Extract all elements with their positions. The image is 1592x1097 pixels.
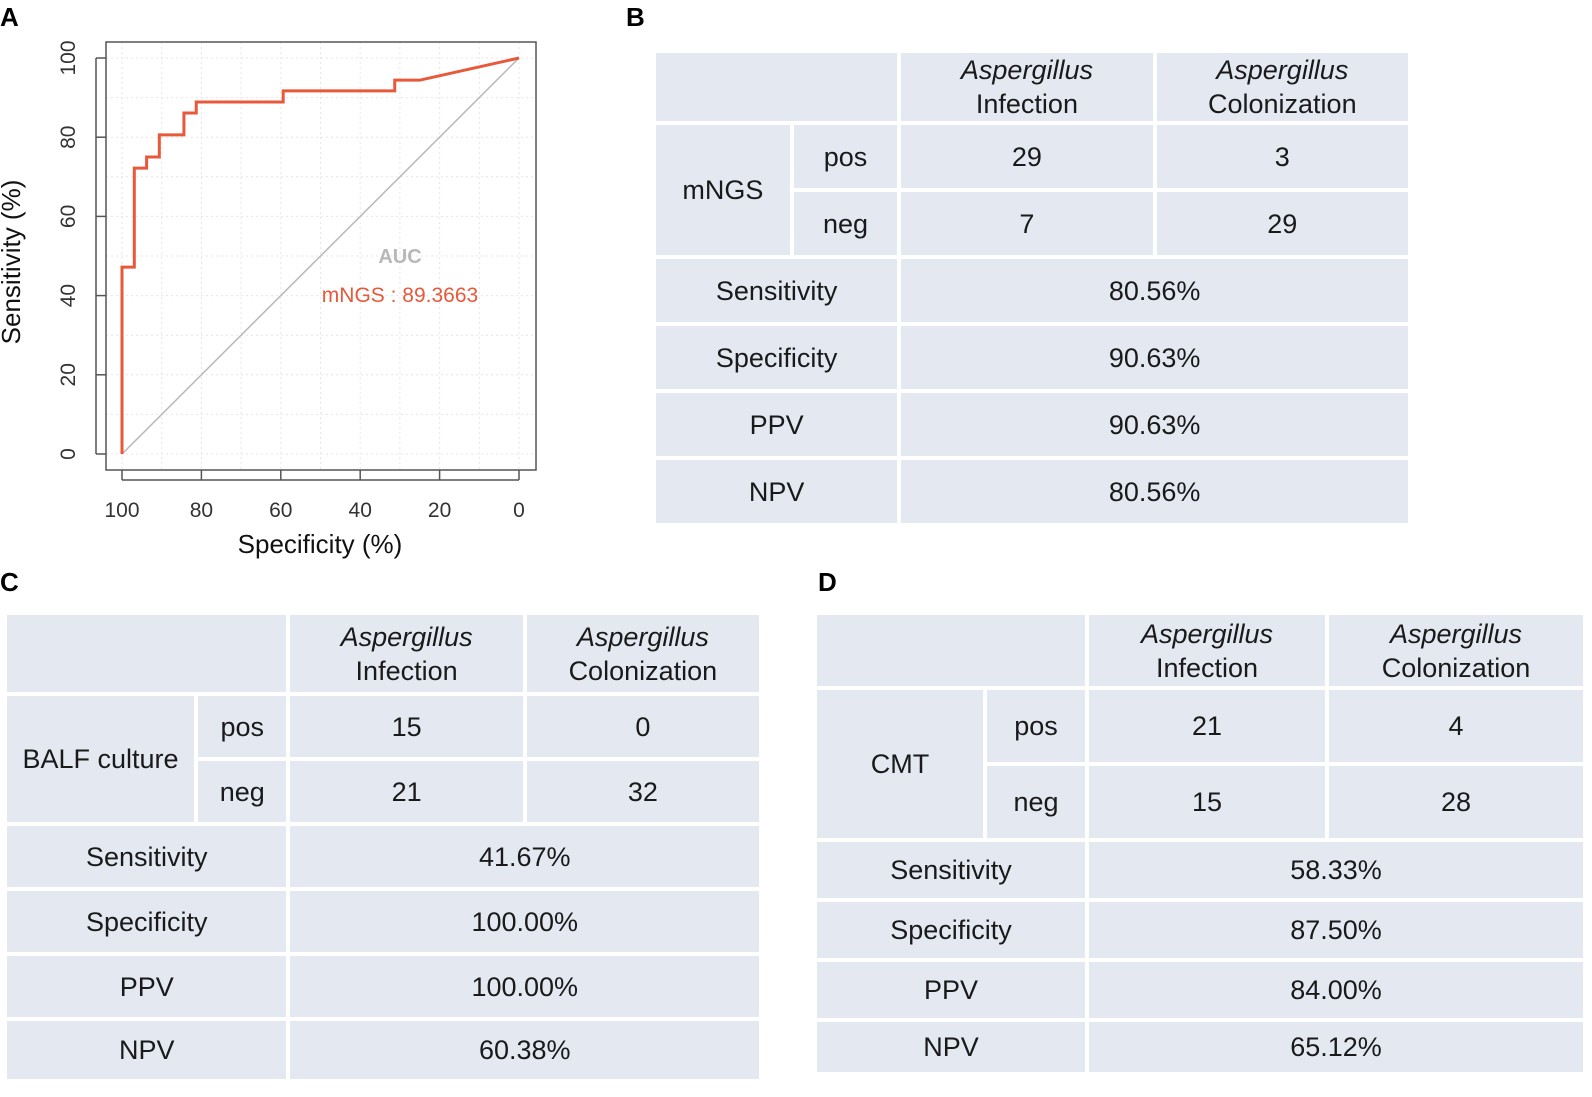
pos-label: pos	[198, 696, 287, 757]
plot-frame	[105, 41, 537, 471]
corner-cell	[817, 615, 1085, 686]
metric-label: Sensitivity	[656, 259, 898, 322]
metric-value: 80.56%	[901, 259, 1408, 322]
metric-value: 90.63%	[901, 393, 1408, 456]
table-cell: 4	[1329, 690, 1583, 762]
x-tick-label: 0	[513, 499, 525, 522]
col-header-colonization: Aspergillus Colonization	[526, 615, 759, 692]
col-header-infection: Aspergillus Infection	[901, 53, 1153, 121]
metric-value: 100.00%	[290, 891, 759, 952]
corner-cell	[7, 615, 287, 692]
metric-label: Specificity	[817, 902, 1085, 958]
table-cell: 3	[1156, 125, 1408, 188]
table-cell: 29	[901, 125, 1153, 188]
metric-label: Specificity	[656, 326, 898, 389]
y-tick-label: 100	[57, 40, 80, 75]
roc-chart: 100 80 60 40 20 0 0 20 40 60 80 100 Specificity (%…	[0, 40, 537, 559]
neg-label: neg	[793, 192, 898, 255]
neg-label: neg	[987, 766, 1085, 838]
metric-value: 90.63%	[901, 326, 1408, 389]
metric-label: NPV	[817, 1022, 1085, 1072]
y-axis: 0 20 40 60 80 100	[57, 40, 106, 460]
pos-label: pos	[793, 125, 898, 188]
table-cell: 0	[526, 696, 759, 757]
metric-label: PPV	[656, 393, 898, 456]
auc-value-label: mNGS : 89.3663	[322, 284, 478, 307]
y-tick-label: 60	[57, 205, 80, 228]
table-cell: 29	[1156, 192, 1408, 255]
corner-cell	[656, 53, 898, 121]
col-header-colonization: Aspergillus Colonization	[1329, 615, 1583, 686]
x-axis: 100 80 60 40 20 0	[104, 470, 525, 522]
test-name-cell: BALF culture	[7, 696, 194, 822]
metric-label: Specificity	[7, 891, 287, 952]
x-tick-label: 40	[349, 499, 372, 522]
test-name-cell: CMT	[817, 690, 983, 838]
x-tick-label: 100	[104, 499, 139, 522]
chart-grid	[106, 42, 536, 470]
table-cell: 28	[1329, 766, 1583, 838]
metric-label: Sensitivity	[7, 826, 287, 887]
x-axis-label: Specificity (%)	[238, 529, 403, 559]
table-cell: 7	[901, 192, 1153, 255]
neg-label: neg	[198, 761, 287, 822]
metric-value: 65.12%	[1089, 1022, 1583, 1072]
metric-label: NPV	[7, 1021, 287, 1079]
reference-diagonal	[121, 57, 520, 455]
metric-value: 41.67%	[290, 826, 759, 887]
metric-label: NPV	[656, 460, 898, 523]
confusion-table-balf-culture: Aspergillus Infection Aspergillus Coloniza…	[3, 611, 763, 1083]
metric-value: 87.50%	[1089, 902, 1583, 958]
confusion-table-mngs: Aspergillus Infection Aspergillus Coloniza…	[652, 49, 1412, 527]
table-cell: 21	[290, 761, 523, 822]
x-tick-label: 20	[428, 499, 451, 522]
y-tick-label: 40	[57, 284, 80, 307]
metric-value: 84.00%	[1089, 962, 1583, 1018]
panel-label-c: C	[0, 567, 19, 597]
x-tick-label: 60	[269, 499, 292, 522]
y-tick-label: 80	[57, 126, 80, 149]
confusion-table-cmt: Aspergillus Infection Aspergillus Coloniza…	[813, 611, 1587, 1076]
col-header-infection: Aspergillus Infection	[1089, 615, 1325, 686]
table-cell: 32	[526, 761, 759, 822]
test-name-cell: mNGS	[656, 125, 790, 255]
table-cell: 15	[1089, 766, 1325, 838]
metric-label: PPV	[7, 956, 287, 1017]
metric-value: 58.33%	[1089, 842, 1583, 898]
metric-label: Sensitivity	[817, 842, 1085, 898]
roc-curve-mngs	[120, 56, 520, 454]
panel-label-b: B	[626, 2, 645, 32]
pos-label: pos	[987, 690, 1085, 762]
table-cell: 15	[290, 696, 523, 757]
col-header-infection: Aspergillus Infection	[290, 615, 523, 692]
panel-label-d: D	[818, 567, 837, 597]
table-cell: 21	[1089, 690, 1325, 762]
y-tick-label: 0	[57, 448, 80, 460]
metric-value: 60.38%	[290, 1021, 759, 1079]
metric-value: 100.00%	[290, 956, 759, 1017]
auc-title: AUC	[378, 246, 421, 268]
metric-value: 80.56%	[901, 460, 1408, 523]
y-axis-label: Sensitivity (%)	[0, 180, 26, 345]
col-header-colonization: Aspergillus Colonization	[1156, 53, 1408, 121]
y-tick-label: 20	[57, 363, 80, 386]
metric-label: PPV	[817, 962, 1085, 1018]
x-tick-label: 80	[190, 499, 213, 522]
panel-label-a: A	[0, 2, 19, 32]
